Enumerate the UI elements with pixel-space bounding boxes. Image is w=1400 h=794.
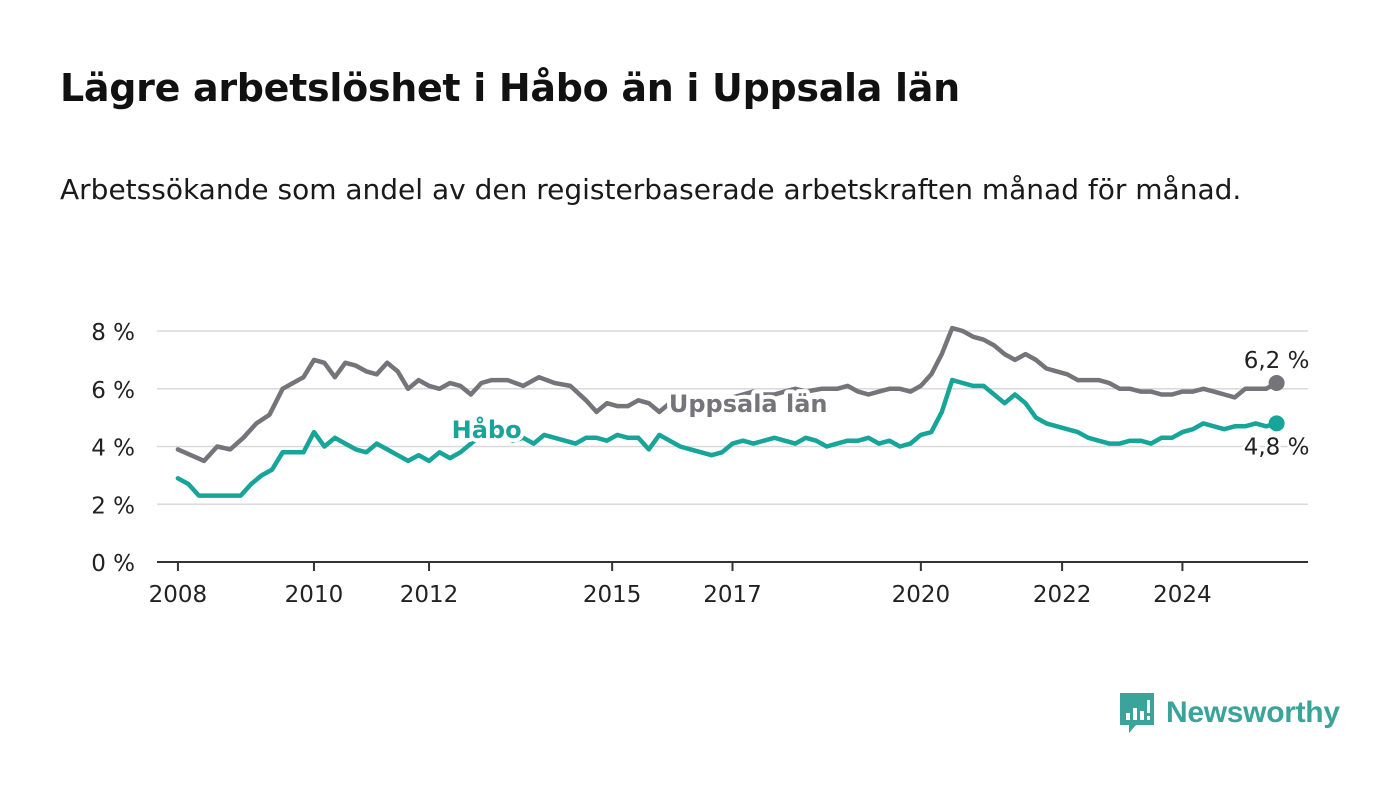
series-lines [175, 325, 1279, 498]
y-tick-label: 4 % [91, 436, 135, 462]
series-labels: 6,2 % 4,8 % Uppsala län Håbo [448, 345, 1312, 462]
series-end-point [1268, 374, 1285, 391]
x-tick-label: 2020 [892, 582, 951, 608]
chart-subtitle: Arbetssökande som andel av den registerb… [60, 173, 1242, 206]
y-tick-label: 8 % [91, 320, 135, 346]
chart-title: Lägre arbetslöshet i Håbo än i Uppsala l… [60, 66, 960, 110]
y-tick-label: 6 % [91, 378, 135, 404]
series-end-label: 4,8 % [1244, 434, 1310, 460]
x-tick-label: 2022 [1033, 582, 1092, 608]
x-tick-label: 2024 [1153, 582, 1212, 608]
brand-logo: Newsworthy [1118, 690, 1340, 736]
series-name-label: Uppsala län [669, 390, 828, 418]
x-axis-ticks: 2008 2010 2012 2015 2017 2020 2022 2024 [149, 562, 1212, 608]
newsworthy-icon [1120, 693, 1154, 733]
series-end-point [1268, 415, 1285, 432]
series-line-uppsala [175, 325, 1279, 464]
y-axis-ticks: 0 % 2 % 4 % 6 % 8 % [91, 320, 135, 577]
y-tick-label: 0 % [91, 551, 135, 577]
x-tick-label: 2012 [400, 582, 459, 608]
x-tick-label: 2010 [285, 582, 344, 608]
series-line-habo [175, 377, 1279, 498]
series-name-label: Håbo [452, 415, 522, 444]
brand-name: Newsworthy [1166, 696, 1340, 729]
x-tick-label: 2017 [703, 582, 762, 608]
series-end-label: 6,2 % [1244, 348, 1310, 374]
x-tick-label: 2008 [149, 582, 208, 608]
x-tick-label: 2015 [583, 582, 642, 608]
y-tick-label: 2 % [91, 493, 135, 519]
